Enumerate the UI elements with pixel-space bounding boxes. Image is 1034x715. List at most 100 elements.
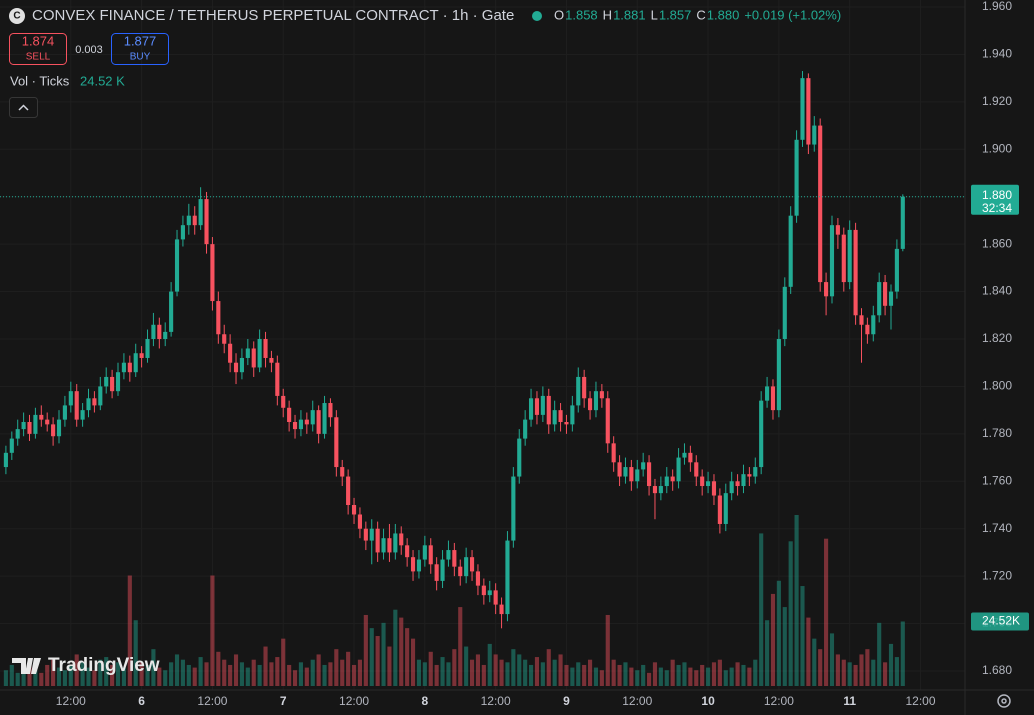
volume-bar [174,654,180,686]
brand-name: TradingView [48,655,160,676]
candle-body [647,462,652,487]
brand-logo: TradingView [12,655,160,676]
x-tick-label: 12:00 [339,694,369,708]
volume-bar [576,662,581,686]
candle-body [287,407,292,422]
settings-ring[interactable] [997,694,1011,708]
y-tick-label: 1.920 [982,94,1012,108]
volume-bar [458,607,463,686]
candle-body [499,604,504,615]
volume-bar [753,659,758,686]
volume-bar [33,670,38,686]
volume-bar [682,662,687,686]
volume-bar [493,654,498,686]
buy-button[interactable] [111,33,169,65]
candle-body [422,545,427,560]
volume-bar [729,667,734,686]
candle-body [511,476,516,541]
candle-body [68,391,73,406]
x-tick-label: 6 [138,694,145,708]
candle-body [163,331,168,339]
candle-body [534,398,540,415]
volume-bar [145,664,150,686]
candle-body [481,585,486,596]
candle-body [440,559,445,581]
collapse-icon[interactable] [18,104,29,111]
sell-price[interactable]: 1.874 [22,33,55,48]
volume-bar [104,657,109,686]
volume-bar [446,662,451,686]
candle-body [753,467,758,477]
volume-bar [3,670,8,686]
volume-bar [245,667,250,686]
candle-body [611,443,616,463]
candle-body [180,225,185,240]
volume-bar [68,664,73,686]
volume-bar [841,659,846,686]
y-tick-label: 1.800 [982,379,1012,393]
ohlc-value: 1.881 [613,7,646,22]
candle-body [304,419,309,425]
candle-body [192,215,197,226]
volume-bar [812,638,817,686]
settings-hub[interactable] [1001,698,1007,704]
change: +0.019 (+1.02%) [744,7,841,22]
volume-bar [180,659,185,686]
candle-body [62,405,67,420]
candle-body [210,244,215,302]
candle-body [86,398,91,411]
volume-bar [865,649,870,686]
candle-body [452,550,457,567]
candle-body [92,398,97,406]
volume-bar [747,667,752,686]
candle-body [381,538,386,553]
sell-button[interactable] [9,33,67,65]
settings-icon[interactable] [997,694,1011,708]
candle-body [127,362,132,373]
candle-body [576,376,581,406]
candle-body [98,386,103,406]
candle-body [292,422,298,430]
y-tick-label: 1.940 [982,47,1012,61]
candle-body [45,419,50,425]
candle-body [458,566,463,577]
volume-bar [263,646,268,686]
candle-body [245,348,250,358]
volume-tag-label: 24.52K [982,614,1020,628]
volume-bar [115,662,121,686]
candle-body [9,438,14,453]
y-tick-label: 1.860 [982,236,1012,250]
candle-body [251,348,256,368]
volume-bar [27,662,32,686]
candle-body [729,481,734,494]
volume-bar [706,667,711,686]
buy-price[interactable]: 1.877 [124,33,157,48]
ohlc-value: 1.858 [565,7,598,22]
candle-body [788,215,793,287]
candle-body [883,282,888,306]
volume-bar [517,654,522,686]
volume-bar [139,662,144,686]
candle-body [682,452,687,458]
buy-label[interactable]: BUY [130,52,151,63]
candle-body [269,357,274,363]
candle-body [104,376,109,387]
volume-bar [92,670,97,686]
volume-bar [239,662,244,686]
sell-label[interactable]: SELL [26,52,51,63]
volume-bar [835,654,840,686]
collapse-button[interactable] [9,97,38,118]
volume-bar [169,662,174,686]
candle-body [552,410,557,425]
volume-bar [523,659,528,686]
candle-body [706,481,711,487]
volume-bar [334,649,339,686]
volume-bar [387,646,392,686]
volume-bar [157,667,162,686]
volume-bar [251,659,256,686]
candle-body [51,424,56,437]
candle-body [523,419,528,439]
volume-bar [499,659,504,686]
candle-body [582,376,587,399]
